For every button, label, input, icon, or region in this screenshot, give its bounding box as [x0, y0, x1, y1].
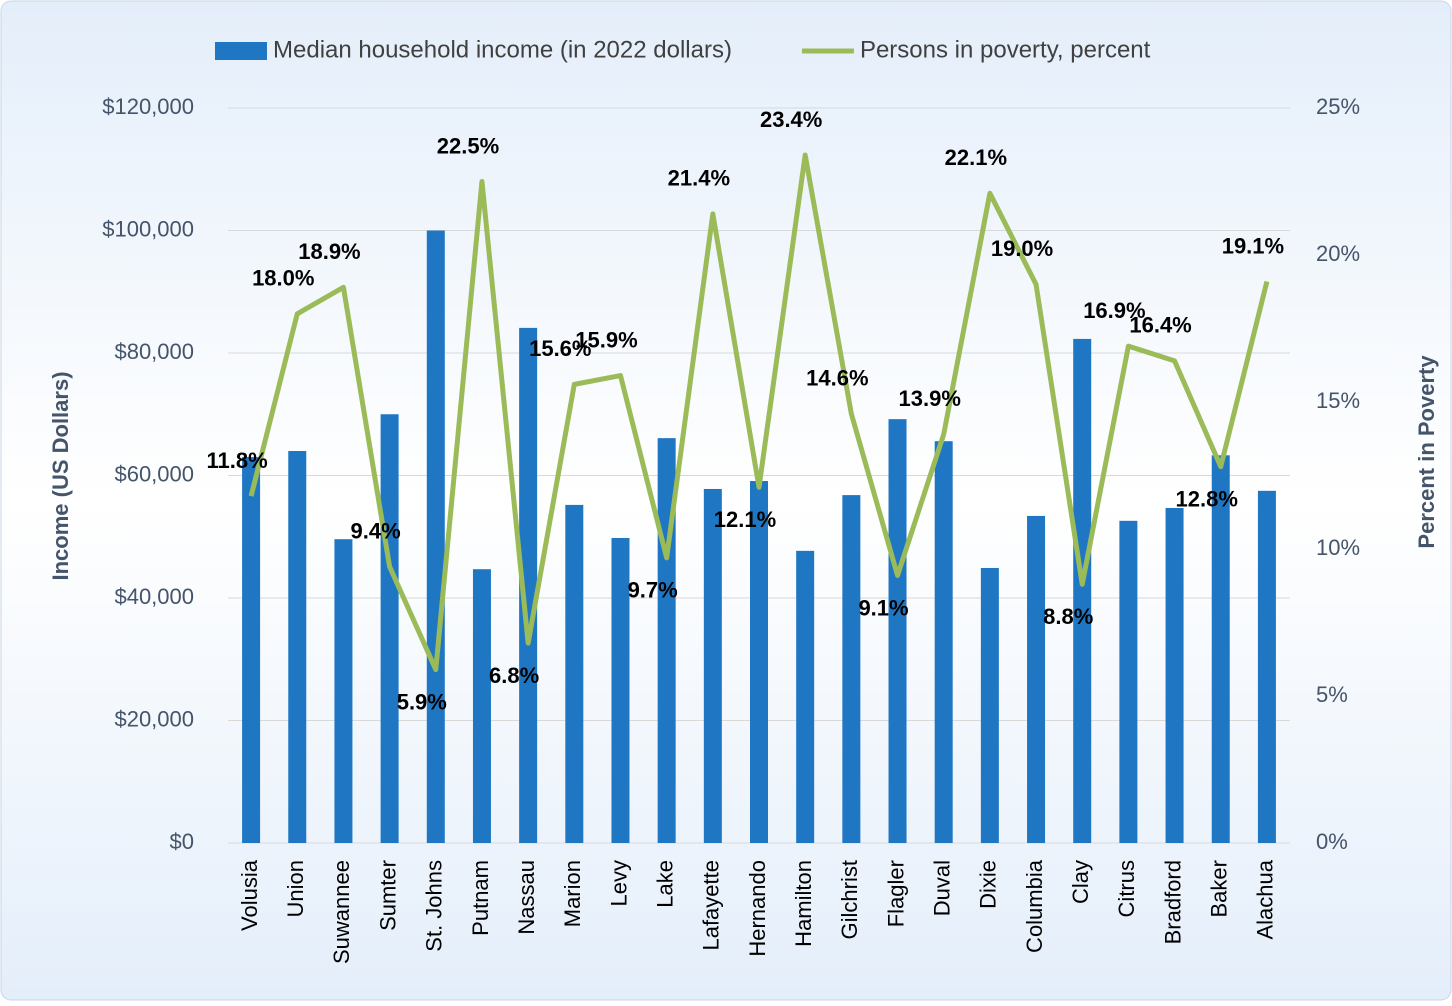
x-tick-label: Dixie: [976, 860, 1001, 909]
bar: [288, 451, 307, 843]
y2-axis-title: Percent in Poverty: [1414, 355, 1439, 549]
data-label: 9.1%: [858, 595, 908, 620]
data-label: 23.4%: [760, 107, 822, 132]
data-label: 18.9%: [298, 239, 360, 264]
x-tick-label: Lafayette: [699, 860, 724, 951]
bar: [334, 539, 353, 843]
bar: [888, 419, 907, 843]
bar: [565, 504, 584, 843]
data-label: 16.4%: [1129, 313, 1191, 338]
data-label: 5.9%: [397, 689, 447, 714]
x-tick-label: Levy: [606, 860, 631, 906]
data-label: 13.9%: [899, 386, 961, 411]
data-label: 22.1%: [945, 145, 1007, 170]
x-tick-label: Hamilton: [791, 860, 816, 947]
y-tick-label: $60,000: [114, 461, 194, 486]
data-label: 22.5%: [437, 133, 499, 158]
x-tick-label: Marion: [560, 860, 585, 927]
y-tick-label: $0: [170, 829, 194, 854]
data-label: 14.6%: [806, 366, 868, 391]
x-tick-label: Columbia: [1022, 859, 1047, 953]
y2-tick-label: 15%: [1316, 388, 1360, 413]
data-label: 19.0%: [991, 236, 1053, 261]
data-label: 15.6%: [529, 336, 591, 361]
data-label: 12.8%: [1176, 486, 1238, 511]
x-tick-label: Putnam: [468, 860, 493, 936]
bar: [1165, 507, 1184, 843]
x-tick-label: Duval: [930, 860, 955, 916]
bar: [796, 550, 815, 843]
legend-label: Persons in poverty, percent: [860, 36, 1151, 63]
bar: [242, 457, 261, 843]
data-label: 18.0%: [252, 266, 314, 291]
y2-tick-label: 0%: [1316, 829, 1348, 854]
bar: [842, 495, 861, 843]
y-tick-label: $80,000: [114, 339, 194, 364]
bar: [980, 567, 999, 843]
data-label: 9.4%: [351, 518, 401, 543]
data-label: 19.1%: [1222, 233, 1284, 258]
x-tick-label: Bradford: [1160, 860, 1185, 944]
line: [248, 152, 1270, 673]
y-tick-label: $100,000: [102, 216, 194, 241]
x-tick-label: Lake: [652, 860, 677, 908]
x-tick-label: Volusia: [237, 859, 262, 931]
bar: [1027, 515, 1046, 843]
bar: [1073, 338, 1092, 843]
data-label: 11.8%: [207, 448, 268, 473]
bar: [934, 441, 953, 843]
x-tick-label: Hernando: [745, 860, 770, 957]
x-tick-label: Nassau: [514, 860, 539, 935]
bar: [1257, 490, 1276, 843]
data-label: 16.9%: [1083, 298, 1145, 323]
y-tick-label: $120,000: [102, 94, 194, 119]
x-tick-label: Union: [283, 860, 308, 917]
y-tick-label: $20,000: [114, 706, 194, 731]
bar: [426, 230, 445, 843]
bar: [611, 537, 630, 843]
x-tick-label: St. Johns: [422, 860, 447, 952]
y2-tick-label: 10%: [1316, 535, 1360, 560]
y-axis-title: Income (US Dollars): [48, 371, 73, 580]
x-tick-label: Clay: [1068, 860, 1093, 904]
x-tick-label: Suwannee: [329, 860, 354, 964]
bar: [472, 569, 491, 843]
data-label: 21.4%: [668, 166, 730, 191]
x-tick-label: Baker: [1207, 860, 1232, 917]
x-tick-label: Gilchrist: [837, 860, 862, 939]
bar: [519, 327, 538, 843]
bar: [1119, 520, 1138, 843]
bar: [1211, 455, 1230, 843]
data-label: 6.8%: [489, 663, 539, 688]
x-tick-label: Citrus: [1114, 860, 1139, 917]
y-tick-label: $40,000: [114, 584, 194, 609]
bar: [750, 481, 768, 843]
x-tick-label: Alachua: [1253, 859, 1278, 939]
data-label: 8.8%: [1043, 604, 1093, 629]
y2-tick-label: 25%: [1316, 94, 1360, 119]
legend-swatch: [215, 42, 267, 60]
bar: [380, 414, 399, 843]
y2-tick-label: 5%: [1316, 682, 1348, 707]
x-tick-label: Flagler: [883, 860, 908, 927]
data-label: 9.7%: [628, 578, 678, 603]
data-label: 12.1%: [714, 507, 776, 532]
y2-tick-label: 20%: [1316, 241, 1360, 266]
legend-label: Median household income (in 2022 dollars…: [273, 36, 732, 63]
data-label: 15.9%: [575, 327, 637, 352]
x-tick-label: Sumter: [375, 860, 400, 931]
bar: [703, 488, 722, 843]
